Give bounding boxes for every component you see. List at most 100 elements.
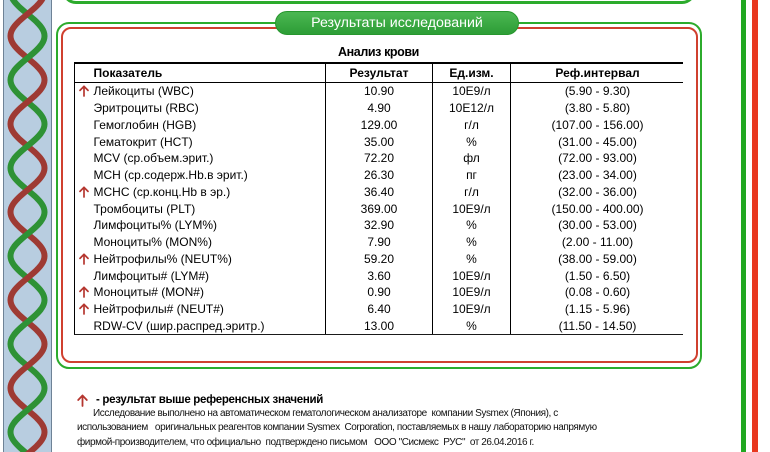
indicator-name: Моноциты# (MON#): [93, 285, 204, 300]
indicator-cell: Лимфоциты% (LYM%): [75, 217, 325, 234]
indicator-name: Лейкоциты (WBC): [93, 84, 194, 99]
table-row: Тромбоциты (PLT) 369.00 10Е9/л (150.00 - 40…: [75, 200, 683, 217]
result-cell: 129.00: [325, 116, 432, 134]
page-border-green-stripe: [740, 0, 746, 452]
unit-cell: фл: [432, 150, 510, 167]
high-value-arrow-icon: [79, 186, 89, 198]
section-title: Результаты исследований: [311, 15, 483, 31]
unit-cell: %: [432, 133, 510, 150]
ref-interval-cell: (0.08 - 0.60): [510, 284, 684, 301]
unit-cell: 10Е9/л: [432, 267, 510, 284]
indicator-name: Тромбоциты (PLT): [93, 201, 196, 216]
table-row: RDW-CV (шир.распред.эритр.) 13.00% (11.50 …: [75, 317, 683, 335]
result-cell: 3.60: [325, 267, 432, 284]
indicator-cell: RDW-CV (шир.распред.эритр.): [75, 318, 325, 335]
column-header-result: Результат: [325, 64, 432, 82]
column-header-ref-interval: Реф.интервал: [510, 64, 684, 82]
indicator-cell: Нейтрофилы# (NEUT#): [75, 301, 325, 318]
dna-helix-icon: [7, 0, 48, 452]
unit-cell: %: [432, 250, 510, 268]
result-cell: 369.00: [325, 200, 432, 217]
indicator-name: Моноциты% (MON%): [93, 235, 212, 250]
footnote-line: Исследование выполнено на автоматическом…: [93, 408, 558, 419]
indicator-name: Гемоглобин (HGB): [93, 117, 197, 132]
unit-cell: %: [432, 233, 510, 251]
result-cell: 32.90: [325, 217, 432, 234]
unit-cell: 10Е9/л: [432, 284, 510, 301]
high-value-arrow-icon: [79, 286, 89, 299]
ref-interval-cell: (2.00 - 11.00): [510, 233, 684, 251]
indicator-cell: Гематокрит (HCT): [75, 133, 325, 150]
column-header-unit: Ед.изм.: [432, 64, 510, 82]
ref-interval-cell: (72.00 - 93.00): [510, 150, 684, 167]
result-cell: 13.00: [325, 317, 432, 335]
ref-interval-cell: (3.80 - 5.80): [510, 99, 684, 117]
result-cell: 35.00: [325, 133, 432, 150]
table-row: MCV (ср.объем.эрит.) 72.20 фл (72.00 - 93.0…: [75, 150, 683, 167]
table-row: Гемоглобин (HGB) 129.00 г/л (107.00 - 156.0…: [75, 116, 684, 134]
table-row: Лимфоциты% (LYM%) 32.90% (30.00 - 53.00): [75, 217, 683, 234]
unit-cell: 10Е9/л: [432, 300, 510, 318]
table-row: Лейкоциты (WBC) 10.90 10Е9/л (5.90 - 9.30): [75, 83, 683, 100]
indicator-cell: Нейтрофилы% (NEUT%): [75, 251, 325, 268]
ref-interval-cell: (23.00 - 34.00): [510, 166, 684, 184]
legend-text: - результат выше референсных значений: [96, 393, 324, 406]
indicator-name: Эритроциты (RBC): [93, 101, 199, 116]
result-cell: 26.30: [325, 166, 432, 184]
high-value-arrow-icon: [79, 303, 89, 315]
indicator-name: MCV (ср.объем.эрит.): [93, 151, 214, 166]
indicator-name: MCHC (ср.конц.Hb в эр.): [93, 184, 231, 199]
table-row: Моноциты% (MON%) 7.90% (2.00 - 11.00): [75, 233, 684, 251]
unit-cell: пг: [432, 166, 510, 184]
ref-interval-cell: (1.15 - 5.96): [510, 300, 684, 318]
result-cell: 4.90: [325, 99, 432, 117]
indicator-name: Гематокрит (HCT): [93, 134, 193, 149]
unit-cell: %: [432, 317, 510, 335]
table-row: Эритроциты (RBC) 4.90 10Е12/л (3.80 - 5.80): [75, 99, 684, 117]
indicator-name: Лимфоциты% (LYM%): [93, 218, 218, 233]
table-row: Моноциты# (MON#) 0.90 10Е9/л (0.08 - 0.60): [75, 284, 683, 301]
ref-interval-cell: (150.00 - 400.00): [510, 200, 684, 217]
indicator-cell: Моноциты# (MON#): [75, 284, 325, 301]
section-header-pill: Результаты исследований: [275, 11, 519, 35]
previous-section-box-edge: [62, 0, 696, 4]
indicator-cell: Моноциты% (MON%): [75, 234, 325, 251]
footnote: Исследование выполнено на автоматическом…: [77, 407, 697, 450]
indicator-cell: MCHC (ср.конц.Hb в эр.): [75, 184, 325, 201]
table-row: MCHC (ср.конц.Hb в эр.) 36.40 г/л (32.00 - …: [75, 183, 683, 201]
result-cell: 6.40: [325, 300, 432, 318]
result-cell: 59.20: [325, 250, 432, 268]
ref-interval-cell: (31.00 - 45.00): [510, 133, 684, 150]
dna-decoration-band: [3, 0, 52, 452]
ref-interval-cell: (107.00 - 156.00): [510, 116, 684, 134]
high-value-arrow-icon: [77, 394, 88, 407]
indicator-name: Нейтрофилы% (NEUT%): [93, 251, 232, 266]
indicator-name: Лимфоциты# (LYM#): [93, 268, 210, 283]
ref-interval-cell: (5.90 - 9.30): [510, 83, 684, 100]
indicator-cell: MCV (ср.объем.эрит.): [75, 150, 325, 167]
result-cell: 72.20: [325, 150, 432, 167]
unit-cell: 10Е9/л: [432, 200, 510, 217]
indicator-cell: Лимфоциты# (LYM#): [75, 267, 325, 284]
indicator-name: RDW-CV (шир.распред.эритр.): [93, 318, 265, 333]
unit-cell: 10Е9/л: [432, 83, 510, 100]
indicator-name: Нейтрофилы# (NEUT#): [93, 302, 224, 317]
table-row: Нейтрофилы% (NEUT%) 59.20% (38.00 - 59.00): [75, 250, 684, 268]
unit-cell: г/л: [432, 116, 510, 134]
indicator-name: MCH (ср.содерж.Hb.в эрит.): [93, 168, 248, 183]
table-row: Гематокрит (HCT) 35.00% (31.00 - 45.00): [75, 133, 683, 150]
indicator-cell: Гемоглобин (HGB): [75, 117, 325, 134]
column-header-indicator: Показатель: [93, 66, 163, 80]
result-cell: 0.90: [325, 284, 432, 301]
unit-cell: г/л: [432, 183, 510, 201]
high-value-arrow-icon: [79, 85, 89, 98]
table-title: Анализ крови: [338, 45, 419, 59]
result-cell: 36.40: [325, 183, 432, 201]
page-border-red-stripe: [751, 0, 758, 452]
table-row: MCH (ср.содерж.Hb.в эрит.) 26.30 пг (23.00 …: [75, 166, 684, 184]
ref-interval-cell: (38.00 - 59.00): [510, 250, 684, 268]
indicator-cell: Тромбоциты (PLT): [75, 200, 325, 217]
table-header-row: Показатель Результат Ед.изм. Реф.интерва…: [75, 64, 683, 83]
results-table: Показатель Результат Ед.изм. Реф.интерва…: [74, 62, 684, 336]
unit-cell: 10Е12/л: [432, 99, 510, 117]
